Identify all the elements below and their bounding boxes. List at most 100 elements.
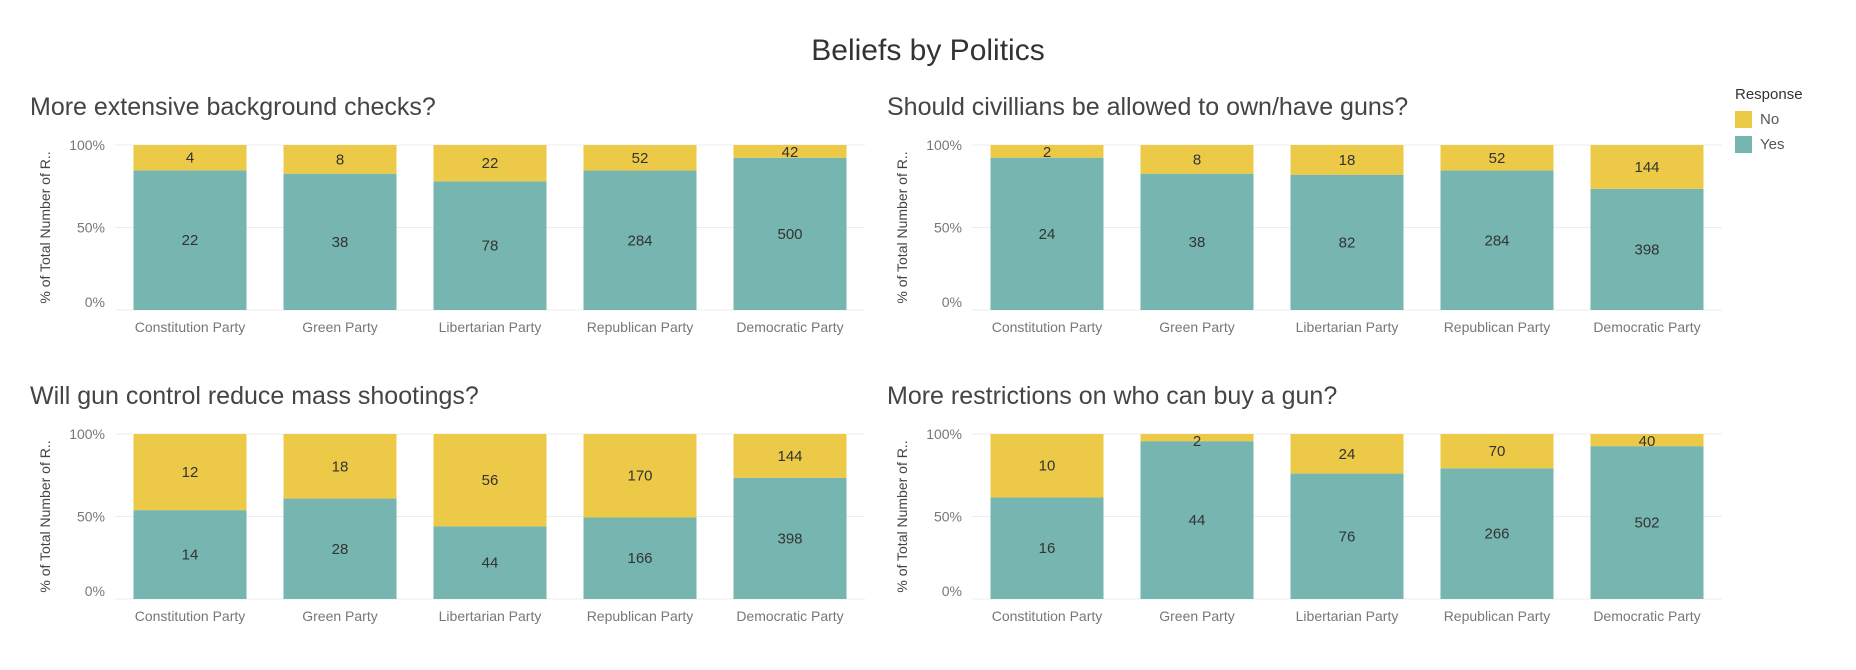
data-label-yes: 38	[332, 234, 349, 251]
bar-yes-constitution-party[interactable]	[990, 497, 1104, 599]
legend-item-yes[interactable]: Yes	[1735, 132, 1845, 157]
bar-yes-democratic-party[interactable]	[1590, 188, 1704, 310]
data-label-no: 8	[1193, 151, 1201, 168]
data-label-no: 144	[1634, 159, 1659, 176]
bar-no-libertarian-party[interactable]	[1290, 145, 1404, 175]
data-label-yes: 398	[777, 530, 802, 547]
data-label-yes: 166	[627, 550, 652, 567]
chart-restrictions: % of Total Number of R.. 100% 50% 0% 16 10 Con…	[894, 429, 1722, 624]
data-label-yes: 38	[1189, 234, 1206, 251]
bar-yes-republican-party[interactable]	[1440, 170, 1554, 310]
legend: Response No Yes	[1735, 86, 1845, 157]
y-tick-label: 50%	[934, 220, 962, 236]
data-label-yes: 500	[777, 226, 802, 243]
dashboard-title: Beliefs by Politics	[811, 34, 1045, 67]
data-label-no: 170	[627, 468, 652, 485]
x-tick-label: Green Party	[302, 319, 377, 335]
x-tick-label: Libertarian Party	[439, 608, 542, 624]
x-tick-label: Constitution Party	[992, 319, 1103, 335]
bar-yes-republican-party[interactable]	[583, 170, 697, 310]
chart-background-checks: % of Total Number of R.. 100% 50% 0% 22 4 Cons…	[37, 140, 865, 335]
data-label-yes: 398	[1634, 241, 1659, 258]
bar-no-libertarian-party[interactable]	[1290, 434, 1404, 474]
x-tick-label: Constitution Party	[135, 608, 246, 624]
x-tick-label: Republican Party	[587, 319, 694, 335]
bar-no-democratic-party[interactable]	[1590, 145, 1704, 189]
data-label-no: 10	[1039, 458, 1056, 475]
bar-no-constitution-party[interactable]	[990, 145, 1104, 158]
bar-no-democratic-party[interactable]	[733, 145, 847, 158]
data-label-no: 18	[332, 458, 349, 475]
bar-no-green-party[interactable]	[1140, 145, 1254, 174]
legend-label-yes: Yes	[1760, 136, 1785, 153]
data-label-yes: 78	[482, 238, 499, 255]
legend-swatch-yes	[1735, 136, 1752, 153]
data-label-yes: 76	[1339, 528, 1356, 545]
bar-yes-libertarian-party[interactable]	[433, 181, 547, 310]
bar-no-republican-party[interactable]	[583, 434, 697, 518]
data-label-no: 56	[482, 472, 499, 489]
bar-yes-constitution-party[interactable]	[133, 170, 247, 310]
bar-no-constitution-party[interactable]	[133, 145, 247, 171]
chart-title-restrictions: More restrictions on who can buy a gun?	[887, 382, 1338, 410]
x-tick-label: Libertarian Party	[439, 319, 542, 335]
bar-no-republican-party[interactable]	[1440, 145, 1554, 171]
y-tick-label: 100%	[69, 140, 105, 153]
data-label-yes: 266	[1484, 526, 1509, 543]
bar-yes-green-party[interactable]	[283, 173, 397, 310]
data-label-no: 12	[182, 464, 199, 481]
x-tick-label: Republican Party	[587, 608, 694, 624]
y-tick-label: 50%	[77, 509, 105, 525]
bar-yes-democratic-party[interactable]	[733, 157, 847, 310]
legend-swatch-no	[1735, 111, 1752, 128]
bar-no-constitution-party[interactable]	[990, 434, 1104, 498]
bar-no-democratic-party[interactable]	[1590, 434, 1704, 447]
bar-no-constitution-party[interactable]	[133, 434, 247, 511]
x-tick-label: Green Party	[302, 608, 377, 624]
data-label-no: 52	[632, 150, 649, 167]
bar-no-republican-party[interactable]	[1440, 434, 1554, 469]
data-label-no: 52	[1489, 150, 1506, 167]
data-label-yes: 44	[1189, 512, 1206, 529]
data-label-no: 18	[1339, 152, 1356, 169]
bar-yes-green-party[interactable]	[1140, 173, 1254, 310]
bar-yes-constitution-party[interactable]	[133, 510, 247, 599]
x-tick-label: Republican Party	[1444, 608, 1551, 624]
bar-yes-libertarian-party[interactable]	[433, 526, 547, 599]
bar-no-green-party[interactable]	[283, 145, 397, 174]
bar-yes-green-party[interactable]	[1140, 441, 1254, 599]
legend-label-no: No	[1760, 111, 1780, 128]
legend-item-no[interactable]: No	[1735, 107, 1845, 132]
y-tick-label: 100%	[926, 140, 962, 153]
bar-no-libertarian-party[interactable]	[433, 434, 547, 527]
bar-yes-democratic-party[interactable]	[1590, 446, 1704, 599]
data-label-no: 24	[1339, 446, 1356, 463]
chart-title-mass-shootings: Will gun control reduce mass shootings?	[30, 382, 479, 410]
data-label-no: 4	[186, 150, 194, 167]
bar-no-libertarian-party[interactable]	[433, 145, 547, 182]
data-label-no: 22	[482, 155, 499, 172]
bar-no-green-party[interactable]	[1140, 434, 1254, 442]
data-label-yes: 284	[627, 232, 652, 249]
bar-yes-republican-party[interactable]	[1440, 468, 1554, 599]
bar-no-republican-party[interactable]	[583, 145, 697, 171]
y-axis-label: % of Total Number of R..	[894, 151, 910, 303]
chart-title-background-checks: More extensive background checks?	[30, 93, 436, 121]
x-tick-label: Democratic Party	[736, 608, 843, 624]
data-label-yes: 16	[1039, 540, 1056, 557]
bar-yes-libertarian-party[interactable]	[1290, 174, 1404, 310]
y-tick-label: 0%	[942, 294, 962, 310]
data-label-yes: 502	[1634, 515, 1659, 532]
chart-title-civilian-guns: Should civillians be allowed to own/have…	[887, 93, 1409, 121]
bar-no-democratic-party[interactable]	[733, 434, 847, 478]
bar-yes-republican-party[interactable]	[583, 517, 697, 599]
data-label-yes: 28	[332, 541, 349, 558]
bar-yes-libertarian-party[interactable]	[1290, 473, 1404, 599]
bar-yes-democratic-party[interactable]	[733, 477, 847, 599]
bar-yes-constitution-party[interactable]	[990, 157, 1104, 310]
y-tick-label: 100%	[69, 429, 105, 442]
bar-no-green-party[interactable]	[283, 434, 397, 499]
data-label-yes: 22	[182, 232, 199, 249]
bar-yes-green-party[interactable]	[283, 498, 397, 599]
